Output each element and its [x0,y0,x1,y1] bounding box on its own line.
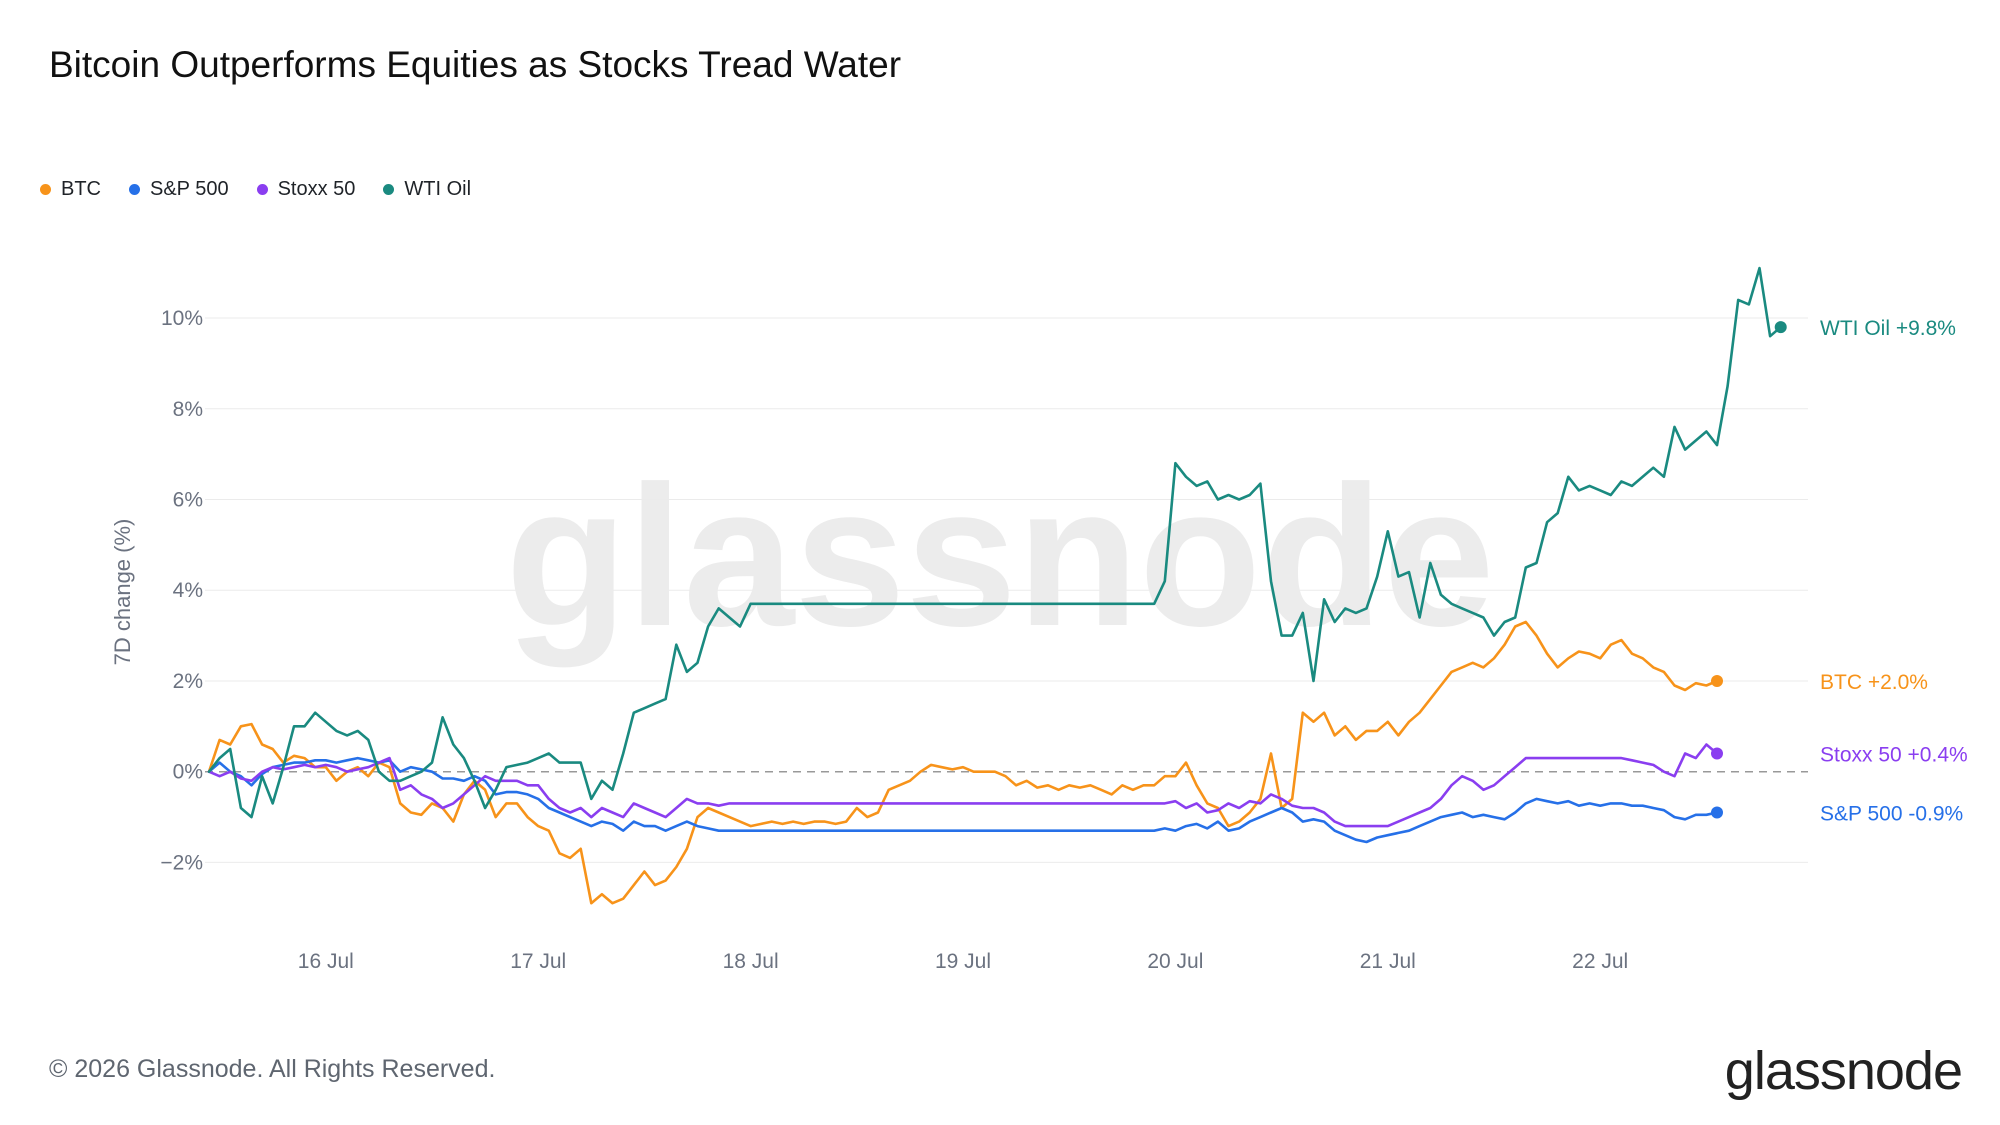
series-end-label: Stoxx 50 +0.4% [1820,744,1968,767]
series-end-label: S&P 500 -0.9% [1820,803,1963,826]
series-end-dot [1774,321,1787,334]
series-lines [207,266,1787,905]
legend-item-stoxx50[interactable]: Stoxx 50 [256,178,356,201]
series-end-label: WTI Oil +9.8% [1820,317,1956,340]
legend-item-btc[interactable]: BTC [40,178,101,201]
chart-legend: BTC S&P 500 Stoxx 50 WTI Oil [40,178,471,201]
legend-item-wti[interactable]: WTI Oil [383,178,471,201]
series-line-stoxx-50 [207,743,1719,828]
legend-label-stoxx50: Stoxx 50 [277,178,356,200]
legend-label-btc: BTC [61,178,101,200]
legend-item-sp500[interactable]: S&P 500 [129,178,229,201]
y-tick-label: 8% [173,398,203,421]
x-tick-label: 16 Jul [298,950,354,973]
x-axis-ticks: 16 Jul 17 Jul 18 Jul 19 Jul 20 Jul 21 Jul 22 J… [298,950,1628,973]
y-tick-label: −2% [160,851,203,874]
grid-lines [205,317,1808,863]
brand-logo: glassnode [1724,1041,1963,1101]
y-tick-label: 2% [173,670,203,693]
series-line-wti-oil [207,266,1782,819]
y-tick-label: 10% [161,307,203,330]
series-end-dot [1711,806,1723,819]
legend-dot-sp500 [129,184,140,195]
series-end-label: BTC +2.0% [1820,671,1928,694]
x-tick-label: 17 Jul [510,950,566,973]
legend-dot-wti [383,184,395,195]
x-tick-label: 21 Jul [1360,950,1416,973]
series-end-dot [1711,674,1723,687]
copyright: © 2026 Glassnode. All Rights Reserved. [49,1055,496,1083]
x-tick-label: 20 Jul [1147,950,1203,973]
chart-title: Bitcoin Outperforms Equities as Stocks T… [49,44,902,85]
y-tick-label: 0% [173,761,203,784]
x-tick-label: 22 Jul [1572,950,1628,973]
legend-dot-btc [40,184,51,195]
y-tick-label: 4% [173,579,203,602]
x-tick-label: 19 Jul [935,950,991,973]
y-axis-label: 7D change (%) [110,519,135,666]
series-end-dot [1711,747,1723,760]
legend-label-sp500: S&P 500 [150,178,229,200]
y-axis-ticks: −2% 0% 2% 4% 6% 8% 10% [160,307,203,874]
legend-dot-stoxx50 [256,184,268,195]
series-line-btc [207,620,1719,905]
legend-label-wti: WTI Oil [404,178,472,200]
series-line-s-p-500 [207,756,1719,844]
end-labels: BTC +2.0% S&P 500 -0.9% Stoxx 50 +0.4% WTI … [1820,317,1968,825]
x-tick-label: 18 Jul [723,950,779,973]
y-tick-label: 6% [173,489,203,512]
watermark: glassnode [505,445,1494,668]
